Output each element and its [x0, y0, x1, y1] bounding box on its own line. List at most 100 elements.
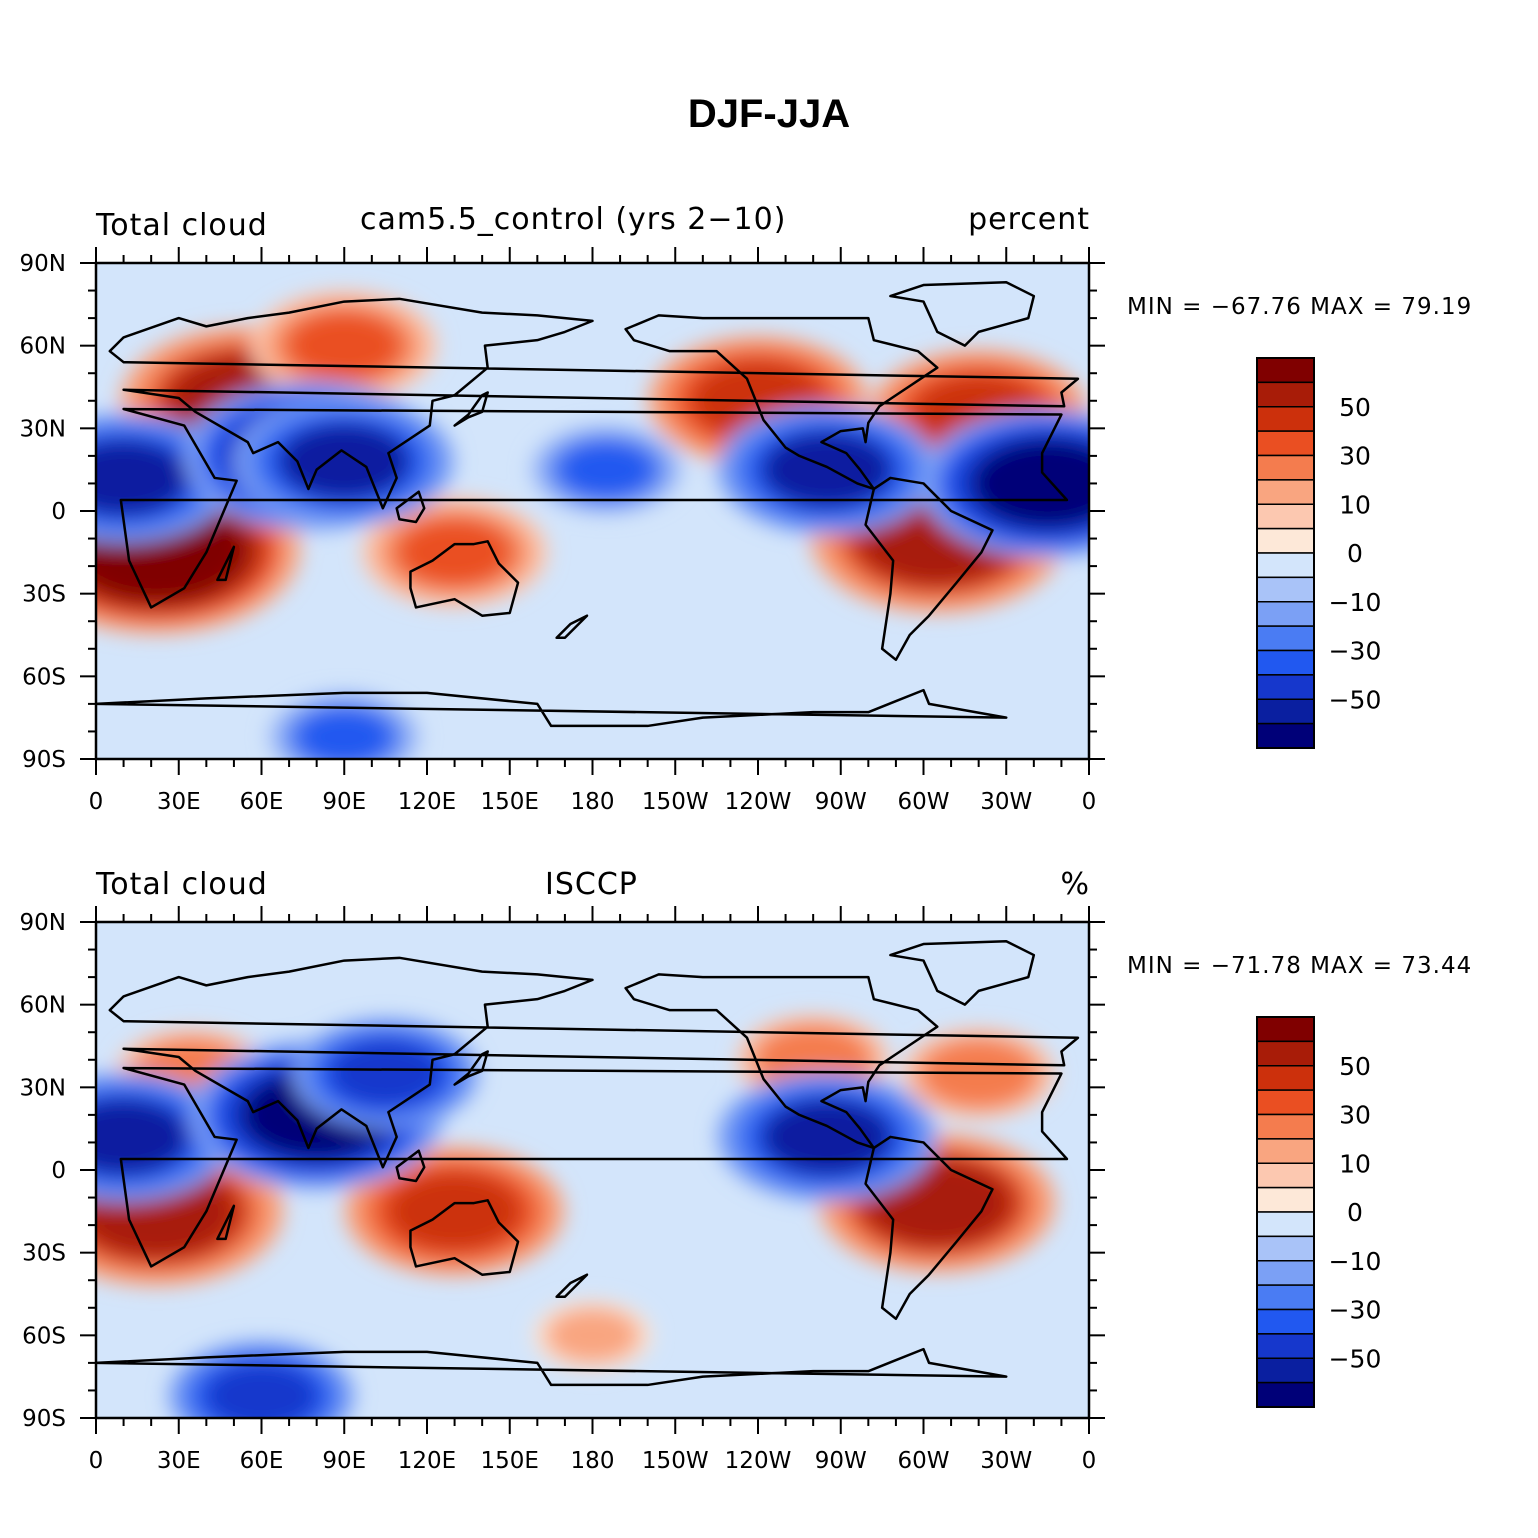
colorbar-swatch — [1256, 1211, 1315, 1238]
colorbar-swatch — [1256, 1333, 1315, 1359]
colorbar-swatch — [1256, 625, 1315, 652]
greenland-coastline — [889, 281, 1036, 347]
colorbar-swatch — [1256, 430, 1315, 457]
x-tick-label: 30W — [980, 789, 1032, 815]
colorbar-label: −10 — [1329, 588, 1382, 617]
x-tick-label: 120W — [725, 789, 792, 815]
colorbar-label: 50 — [1339, 393, 1371, 422]
new-zealand-coastline — [555, 1273, 589, 1299]
colorbar-swatch — [1256, 1113, 1315, 1140]
greenland-coastline — [889, 940, 1036, 1006]
africa-coastline — [119, 1066, 1069, 1268]
colorbar-label: 50 — [1339, 1052, 1371, 1081]
panel-right-label: % — [1060, 867, 1090, 902]
x-tick-label: 90W — [815, 1448, 867, 1474]
min-max-stats: MIN = −67.76 MAX = 79.19 — [1127, 294, 1472, 320]
panel-center-label: ISCCP — [545, 867, 638, 902]
colorbar-swatch — [1256, 552, 1315, 579]
colorbar-frame — [1256, 1016, 1315, 1408]
colorbar-swatch — [1256, 722, 1315, 749]
colorbar-swatch — [1256, 1381, 1315, 1408]
x-tick-label: 90E — [322, 1448, 366, 1474]
north-america-coastline — [624, 973, 939, 1150]
x-tick-label: 180 — [571, 789, 615, 815]
y-tick-label: 90S — [22, 747, 66, 773]
colorbar-swatch — [1256, 601, 1315, 627]
x-tick-label: 120E — [398, 1448, 456, 1474]
x-tick-label: 120W — [725, 1448, 792, 1474]
coastlines — [96, 940, 1080, 1387]
x-tick-label: 60E — [240, 1448, 284, 1474]
colorbar-swatch — [1256, 1284, 1315, 1311]
x-tick-label: 150E — [481, 789, 539, 815]
colorbar-swatch — [1256, 1162, 1315, 1189]
y-tick-label: 30N — [20, 1075, 66, 1101]
panel-left-label: Total cloud — [96, 208, 268, 243]
colorbar-label: 10 — [1339, 1149, 1371, 1178]
anomaly-core — [206, 1363, 317, 1418]
y-tick-label: 30N — [20, 416, 66, 442]
colorbar-frame — [1256, 357, 1315, 749]
x-tick-label: 180 — [571, 1448, 615, 1474]
antarctica-coastline — [96, 1347, 1008, 1387]
panel-right-label: percent — [968, 202, 1090, 237]
anomaly-core — [972, 439, 1089, 528]
anomaly-core — [399, 519, 510, 585]
colorbar-swatch — [1256, 1260, 1315, 1286]
africa-coastline — [119, 407, 1069, 609]
colorbar-label: 30 — [1339, 442, 1371, 471]
x-tick-label: 0 — [1082, 1448, 1097, 1474]
anomaly-core — [96, 439, 189, 517]
min-value: MIN = −67.76 — [1127, 294, 1302, 320]
x-tick-label: 0 — [89, 1448, 104, 1474]
x-tick-label: 30E — [157, 789, 201, 815]
anomaly-core — [389, 1172, 520, 1250]
colorbar-label: 30 — [1339, 1101, 1371, 1130]
colorbar-swatch — [1256, 381, 1315, 408]
x-tick-label: 150W — [642, 789, 709, 815]
x-tick-label: 30E — [157, 1448, 201, 1474]
eurasia-coastline — [108, 297, 1080, 510]
x-tick-label: 120E — [398, 789, 456, 815]
borneo-coastline — [395, 490, 426, 524]
madagascar-coastline — [216, 1204, 236, 1241]
colorbar-swatch — [1256, 1186, 1315, 1213]
panel-left-label: Total cloud — [96, 867, 268, 902]
y-tick-label: 0 — [51, 499, 66, 525]
colorbar-swatch — [1256, 698, 1315, 725]
x-tick-label: 0 — [1082, 789, 1097, 815]
australia-coastline — [409, 1199, 520, 1276]
madagascar-coastline — [216, 545, 236, 582]
anomaly-core — [96, 1098, 189, 1176]
anomaly-core — [557, 1314, 628, 1357]
colorbar-swatch — [1256, 1138, 1315, 1164]
south-america-coastline — [864, 1135, 994, 1321]
anomaly-core — [330, 1041, 441, 1107]
map-field — [96, 263, 1089, 759]
x-tick-label: 0 — [89, 789, 104, 815]
map-field — [96, 922, 1089, 1418]
south-america-coastline — [864, 476, 994, 662]
x-tick-label: 30W — [980, 1448, 1032, 1474]
anomaly-core — [560, 443, 652, 497]
colorbar-swatch — [1256, 1016, 1315, 1043]
x-tick-label: 90E — [322, 789, 366, 815]
colorbar-swatch — [1256, 1040, 1315, 1067]
australia-coastline — [409, 540, 520, 617]
anomaly-core — [298, 710, 390, 759]
north-america-coastline — [624, 314, 939, 491]
japan-coastline — [453, 391, 489, 427]
max-value: MAX = 79.19 — [1310, 294, 1473, 320]
antarctica-coastline — [96, 688, 1008, 728]
colorbar-swatch — [1256, 479, 1315, 505]
colorbar-swatch — [1256, 1357, 1315, 1384]
new-zealand-coastline — [555, 614, 589, 640]
colorbar-swatch — [1256, 454, 1315, 481]
x-tick-label: 60E — [240, 789, 284, 815]
eurasia-coastline — [108, 956, 1080, 1169]
colorbar-swatch — [1256, 406, 1315, 432]
map-plot: 0 30E 60E 90E 120E 150E 180 150W 120W 90W 60W 30W 09… — [20, 247, 1382, 815]
map-plot: 0 30E 60E 90E 120E 150E 180 150W 120W 90W 60W 30W 09… — [20, 906, 1382, 1474]
colorbar-label: −10 — [1329, 1247, 1382, 1276]
colorbar-swatch — [1256, 649, 1315, 676]
